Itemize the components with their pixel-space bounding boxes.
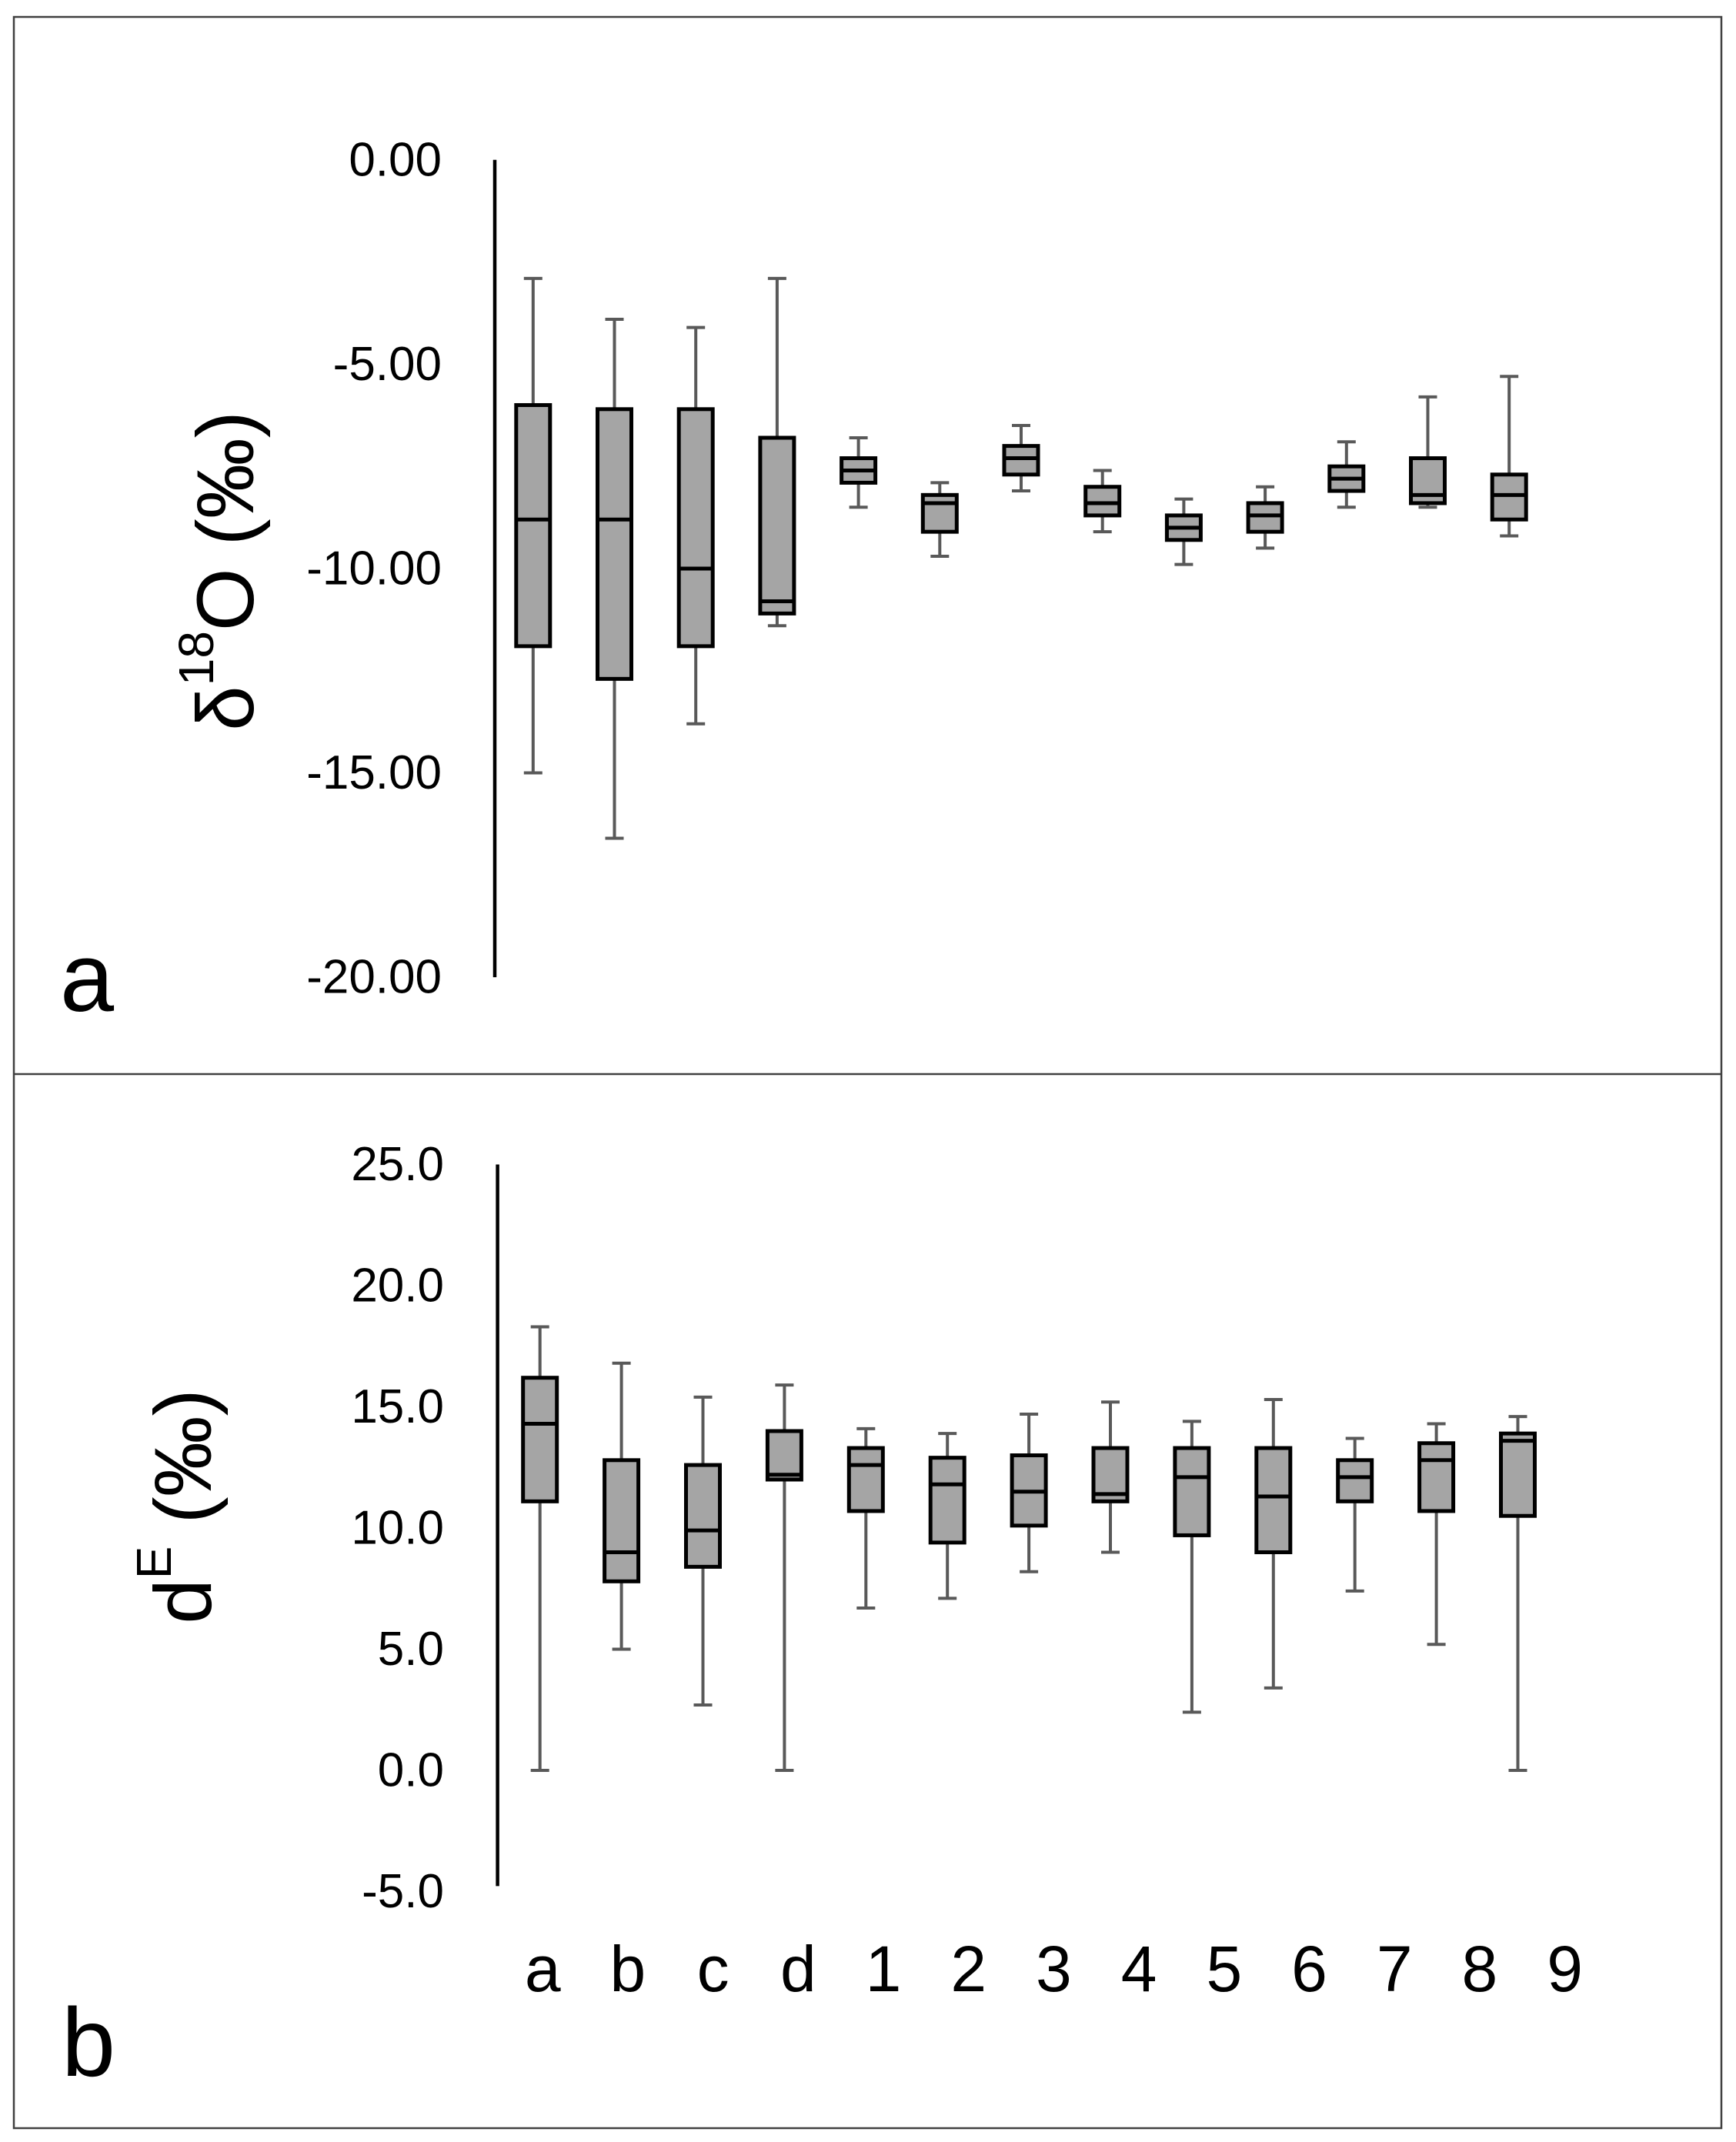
panel-a-ytick-label: 0.00 — [349, 133, 442, 186]
panel-b-box-c — [684, 1395, 722, 1707]
panel-b-ytick-label: -5.0 — [362, 1865, 444, 1918]
box-iqr — [1417, 1441, 1456, 1513]
panel-b-box-5 — [1173, 1420, 1211, 1714]
box-iqr — [758, 435, 796, 616]
panel-b-box-d — [765, 1383, 803, 1772]
panel-a-letter: a — [60, 923, 115, 1032]
panel-a-ytick-label: -20.00 — [306, 951, 442, 1004]
panel-b: dE (‰) b 25.020.015.010.05.00.0-5.0 — [62, 1138, 1537, 2097]
panel-a-ylabel-superscript: 18 — [169, 631, 224, 686]
panel-a-box-a — [514, 276, 553, 775]
panel-a-box-2 — [920, 481, 959, 559]
panel-b-ytick-label: 20.0 — [351, 1260, 444, 1313]
x-tick-label-9: 9 — [1547, 1933, 1583, 2005]
x-tick-label-2: 2 — [950, 1933, 987, 2005]
panel-a-ylabel-rest: O (‰) — [181, 411, 271, 631]
panel-a-box-c — [676, 325, 715, 726]
box-iqr — [1490, 472, 1528, 522]
panel-a: δ18O (‰) a 0.00 -5.00 -10.00 -15.00 -20.00 — [60, 133, 1528, 1032]
panel-a-ytick-label: -15.00 — [306, 746, 442, 799]
x-tick-label-b: b — [610, 1933, 646, 2005]
box-iqr — [676, 407, 715, 649]
panel-a-box-6 — [1246, 485, 1284, 550]
x-tick-label-6: 6 — [1291, 1933, 1327, 2005]
box-iqr — [1083, 485, 1122, 518]
panel-b-ylabel-rest: (‰) — [139, 1389, 229, 1546]
panel-b-ytick-label: 5.0 — [378, 1623, 444, 1676]
panel-a-box-3 — [1002, 424, 1040, 493]
x-tick-label-5: 5 — [1206, 1933, 1242, 2005]
panel-a-box-9 — [1490, 375, 1528, 538]
figure-frame — [12, 15, 1723, 2130]
panel-a-ytick-label: -10.00 — [306, 542, 442, 595]
box-iqr — [920, 492, 959, 534]
x-tick-label-3: 3 — [1036, 1933, 1072, 2005]
panel-b-ylabel-base: d — [139, 1579, 229, 1623]
box-iqr — [1254, 1446, 1293, 1555]
panel-b-box-1 — [846, 1426, 885, 1610]
panel-a-box-4 — [1083, 469, 1122, 534]
panel-b-box-4 — [1091, 1400, 1130, 1554]
box-iqr — [928, 1456, 966, 1545]
box-iqr — [765, 1429, 803, 1482]
x-tick-label-7: 7 — [1377, 1933, 1413, 2005]
panel-b-ytick-label: 25.0 — [351, 1138, 444, 1191]
panel-a-box-5 — [1164, 497, 1203, 566]
panel-a-box-d — [758, 276, 796, 628]
panel-b-ytick-label: 0.0 — [378, 1744, 444, 1797]
panel-a-box-8 — [1409, 395, 1447, 509]
panel-a-ylabel: δ18O (‰) — [169, 411, 271, 730]
panel-a-ytick-label: -5.00 — [333, 338, 442, 391]
box-iqr — [596, 407, 633, 681]
panel-b-box-6 — [1254, 1398, 1293, 1690]
box-iqr — [1336, 1458, 1374, 1503]
box-iqr — [846, 1446, 885, 1513]
panel-a-box-b — [596, 317, 633, 840]
panel-b-box-2 — [928, 1432, 966, 1600]
box-iqr — [514, 402, 553, 649]
panel-b-box-b — [603, 1361, 641, 1651]
panel-b-ylabel: dE (‰) — [126, 1389, 229, 1623]
x-tick-label-1: 1 — [866, 1933, 902, 2005]
panel-b-letter: b — [62, 1988, 115, 2097]
panel-b-box-a — [521, 1325, 559, 1772]
panel-a-box-7 — [1327, 440, 1366, 509]
box-iqr — [684, 1463, 722, 1569]
panel-a-box-1 — [840, 435, 878, 509]
panel-b-box-7 — [1336, 1436, 1374, 1593]
panel-b-ytick-label: 10.0 — [351, 1502, 444, 1555]
panel-b-ylabel-superscript: E — [126, 1546, 182, 1580]
box-iqr — [1173, 1446, 1211, 1537]
panel-a-ylabel-base: δ — [181, 686, 271, 730]
box-iqr — [1246, 501, 1284, 534]
x-tick-label-4: 4 — [1121, 1933, 1157, 2005]
box-iqr — [1499, 1431, 1537, 1518]
x-tick-label-c: c — [697, 1933, 729, 2005]
box-iqr — [1002, 444, 1040, 477]
panel-b-box-3 — [1010, 1412, 1048, 1573]
panel-b-box-8 — [1417, 1422, 1456, 1647]
box-iqr — [603, 1458, 641, 1583]
box-iqr — [521, 1376, 559, 1503]
panel-b-ytick-label: 15.0 — [351, 1380, 444, 1433]
panel-b-box-9 — [1499, 1415, 1537, 1772]
x-tick-label-d: d — [780, 1933, 816, 2005]
x-tick-label-8: 8 — [1462, 1933, 1498, 2005]
x-tick-label-a: a — [525, 1933, 561, 2005]
